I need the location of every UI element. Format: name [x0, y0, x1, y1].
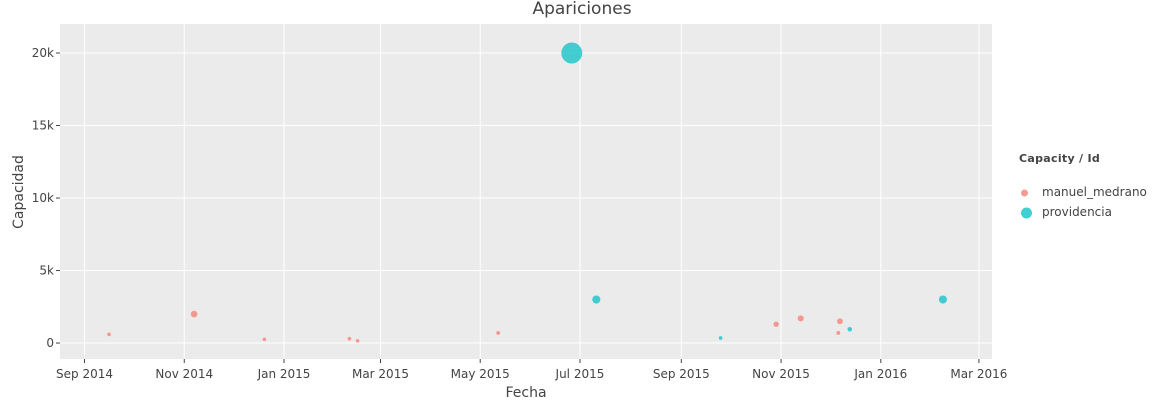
data-point-providencia[interactable]: providencia — 2015-06-26: 20000	[561, 42, 583, 64]
points-layer[interactable]: manuel_medrano — 2014-09-16: 600 manuel_m…	[107, 42, 948, 343]
legend-item-providencia[interactable]: providencia	[1019, 203, 1164, 223]
data-point-providencia[interactable]: providencia — 2016-02-08: 3000	[938, 295, 948, 304]
data-point-manuel-medrano[interactable]: manuel_medrano — 2014-09-16: 600	[107, 332, 111, 337]
data-point-providencia[interactable]: providencia — 2015-09-25: 350	[718, 336, 723, 340]
y-axis-title: Capacidad	[11, 155, 27, 229]
legend-swatch-providencia	[1021, 207, 1032, 219]
legend-label-manuel-medrano: manuel_medrano	[1042, 185, 1147, 199]
chart-title: Apariciones	[532, 0, 631, 19]
legend-item-manuel-medrano[interactable]: manuel_medrano	[1019, 183, 1164, 203]
x-axis-title: Fecha	[505, 385, 546, 400]
data-point-manuel-medrano[interactable]: manuel_medrano — 2015-02-10: 300	[347, 336, 352, 341]
y-tick-label: 5k	[39, 264, 54, 278]
y-tick-label: 15k	[32, 119, 54, 133]
x-tick-label: Jul 2015	[555, 367, 605, 381]
data-point-providencia[interactable]: providencia — 2015-07-11: 3000	[592, 295, 601, 304]
data-point-manuel-medrano[interactable]: manuel_medrano — 2015-10-29: 1300	[773, 321, 779, 327]
x-tick-label: Sep 2015	[653, 367, 710, 381]
grid-layer	[60, 24, 992, 359]
y-tick-label: 10k	[32, 191, 54, 205]
x-tick-label: Jan 2015	[257, 367, 311, 381]
plot-background	[60, 24, 992, 359]
legend-label-providencia: providencia	[1042, 205, 1112, 219]
x-tick-label: Nov 2015	[752, 367, 810, 381]
data-point-manuel-medrano[interactable]: manuel_medrano — 2015-12-07: 1500	[837, 318, 843, 325]
data-point-manuel-medrano[interactable]: manuel_medrano — 2015-05-12: 700	[496, 330, 501, 335]
data-point-manuel-medrano[interactable]: manuel_medrano — 2014-12-20: 250	[262, 337, 267, 342]
data-point-providencia[interactable]: providencia — 2015-12-13: 950	[847, 326, 853, 332]
legend: Capacity / Id manuel_medrano providencia	[1019, 152, 1164, 223]
x-tick-label: Mar 2016	[950, 367, 1007, 381]
legend-title: Capacity / Id	[1019, 152, 1101, 165]
x-tick-label: Sep 2014	[56, 367, 113, 381]
y-tick-label: 0	[46, 336, 54, 350]
axis-layer: Sep 2014 Nov 2014 Jan 2015 Mar 2015 May 2015…	[32, 46, 1008, 381]
data-point-manuel-medrano[interactable]: manuel_medrano — 2015-12-06: 700	[836, 330, 841, 335]
x-tick-label: Mar 2015	[352, 367, 409, 381]
x-tick-label: Jan 2016	[853, 367, 907, 381]
data-point-manuel-medrano[interactable]: manuel_medrano — 2014-11-07: 2000	[190, 310, 198, 318]
x-tick-label: May 2015	[451, 367, 510, 381]
y-tick-label: 20k	[32, 46, 54, 60]
legend-swatch-manuel-medrano	[1021, 189, 1028, 197]
data-point-manuel-medrano[interactable]: manuel_medrano — 2015-11-13: 1700	[797, 315, 804, 322]
x-tick-label: Nov 2014	[155, 367, 213, 381]
data-point-manuel-medrano[interactable]: manuel_medrano — 2015-02-15: 150	[355, 339, 360, 343]
